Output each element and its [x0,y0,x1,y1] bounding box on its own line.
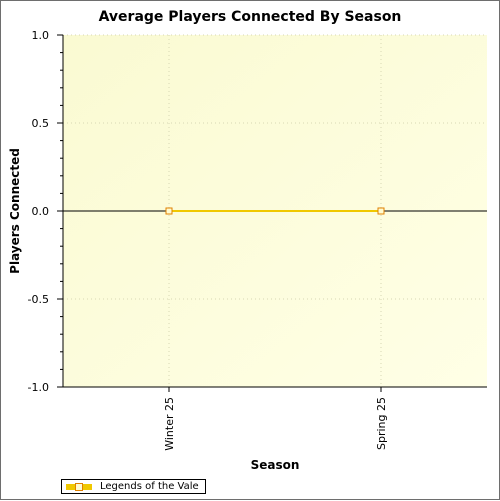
series-layer [165,207,385,215]
legend: Legends of the Vale [61,479,206,494]
y-tick-label: 0.0 [32,205,50,218]
axes: 1.0 0.5 0.0 -0.5 -1.0 Winter 25 Spring 25 [28,29,487,451]
y-tick-label: 1.0 [32,29,50,42]
y-tick-label: -0.5 [28,293,49,306]
legend-label: Legends of the Vale [100,481,199,492]
data-point-marker [165,207,173,215]
y-tick-label: 0.5 [32,117,50,130]
y-axis-title: Players Connected [8,148,22,274]
chart-title: Average Players Connected By Season [98,9,402,25]
x-tick-label: Winter 25 [163,397,176,451]
data-point-marker [377,207,385,215]
x-axis-title: Season [251,458,300,472]
axis-labels: Season Players Connected [8,148,299,472]
legend-swatch [66,482,92,491]
y-tick-label: -1.0 [28,381,49,394]
x-tick-label: Spring 25 [375,397,388,450]
legend-marker-icon [75,482,83,491]
